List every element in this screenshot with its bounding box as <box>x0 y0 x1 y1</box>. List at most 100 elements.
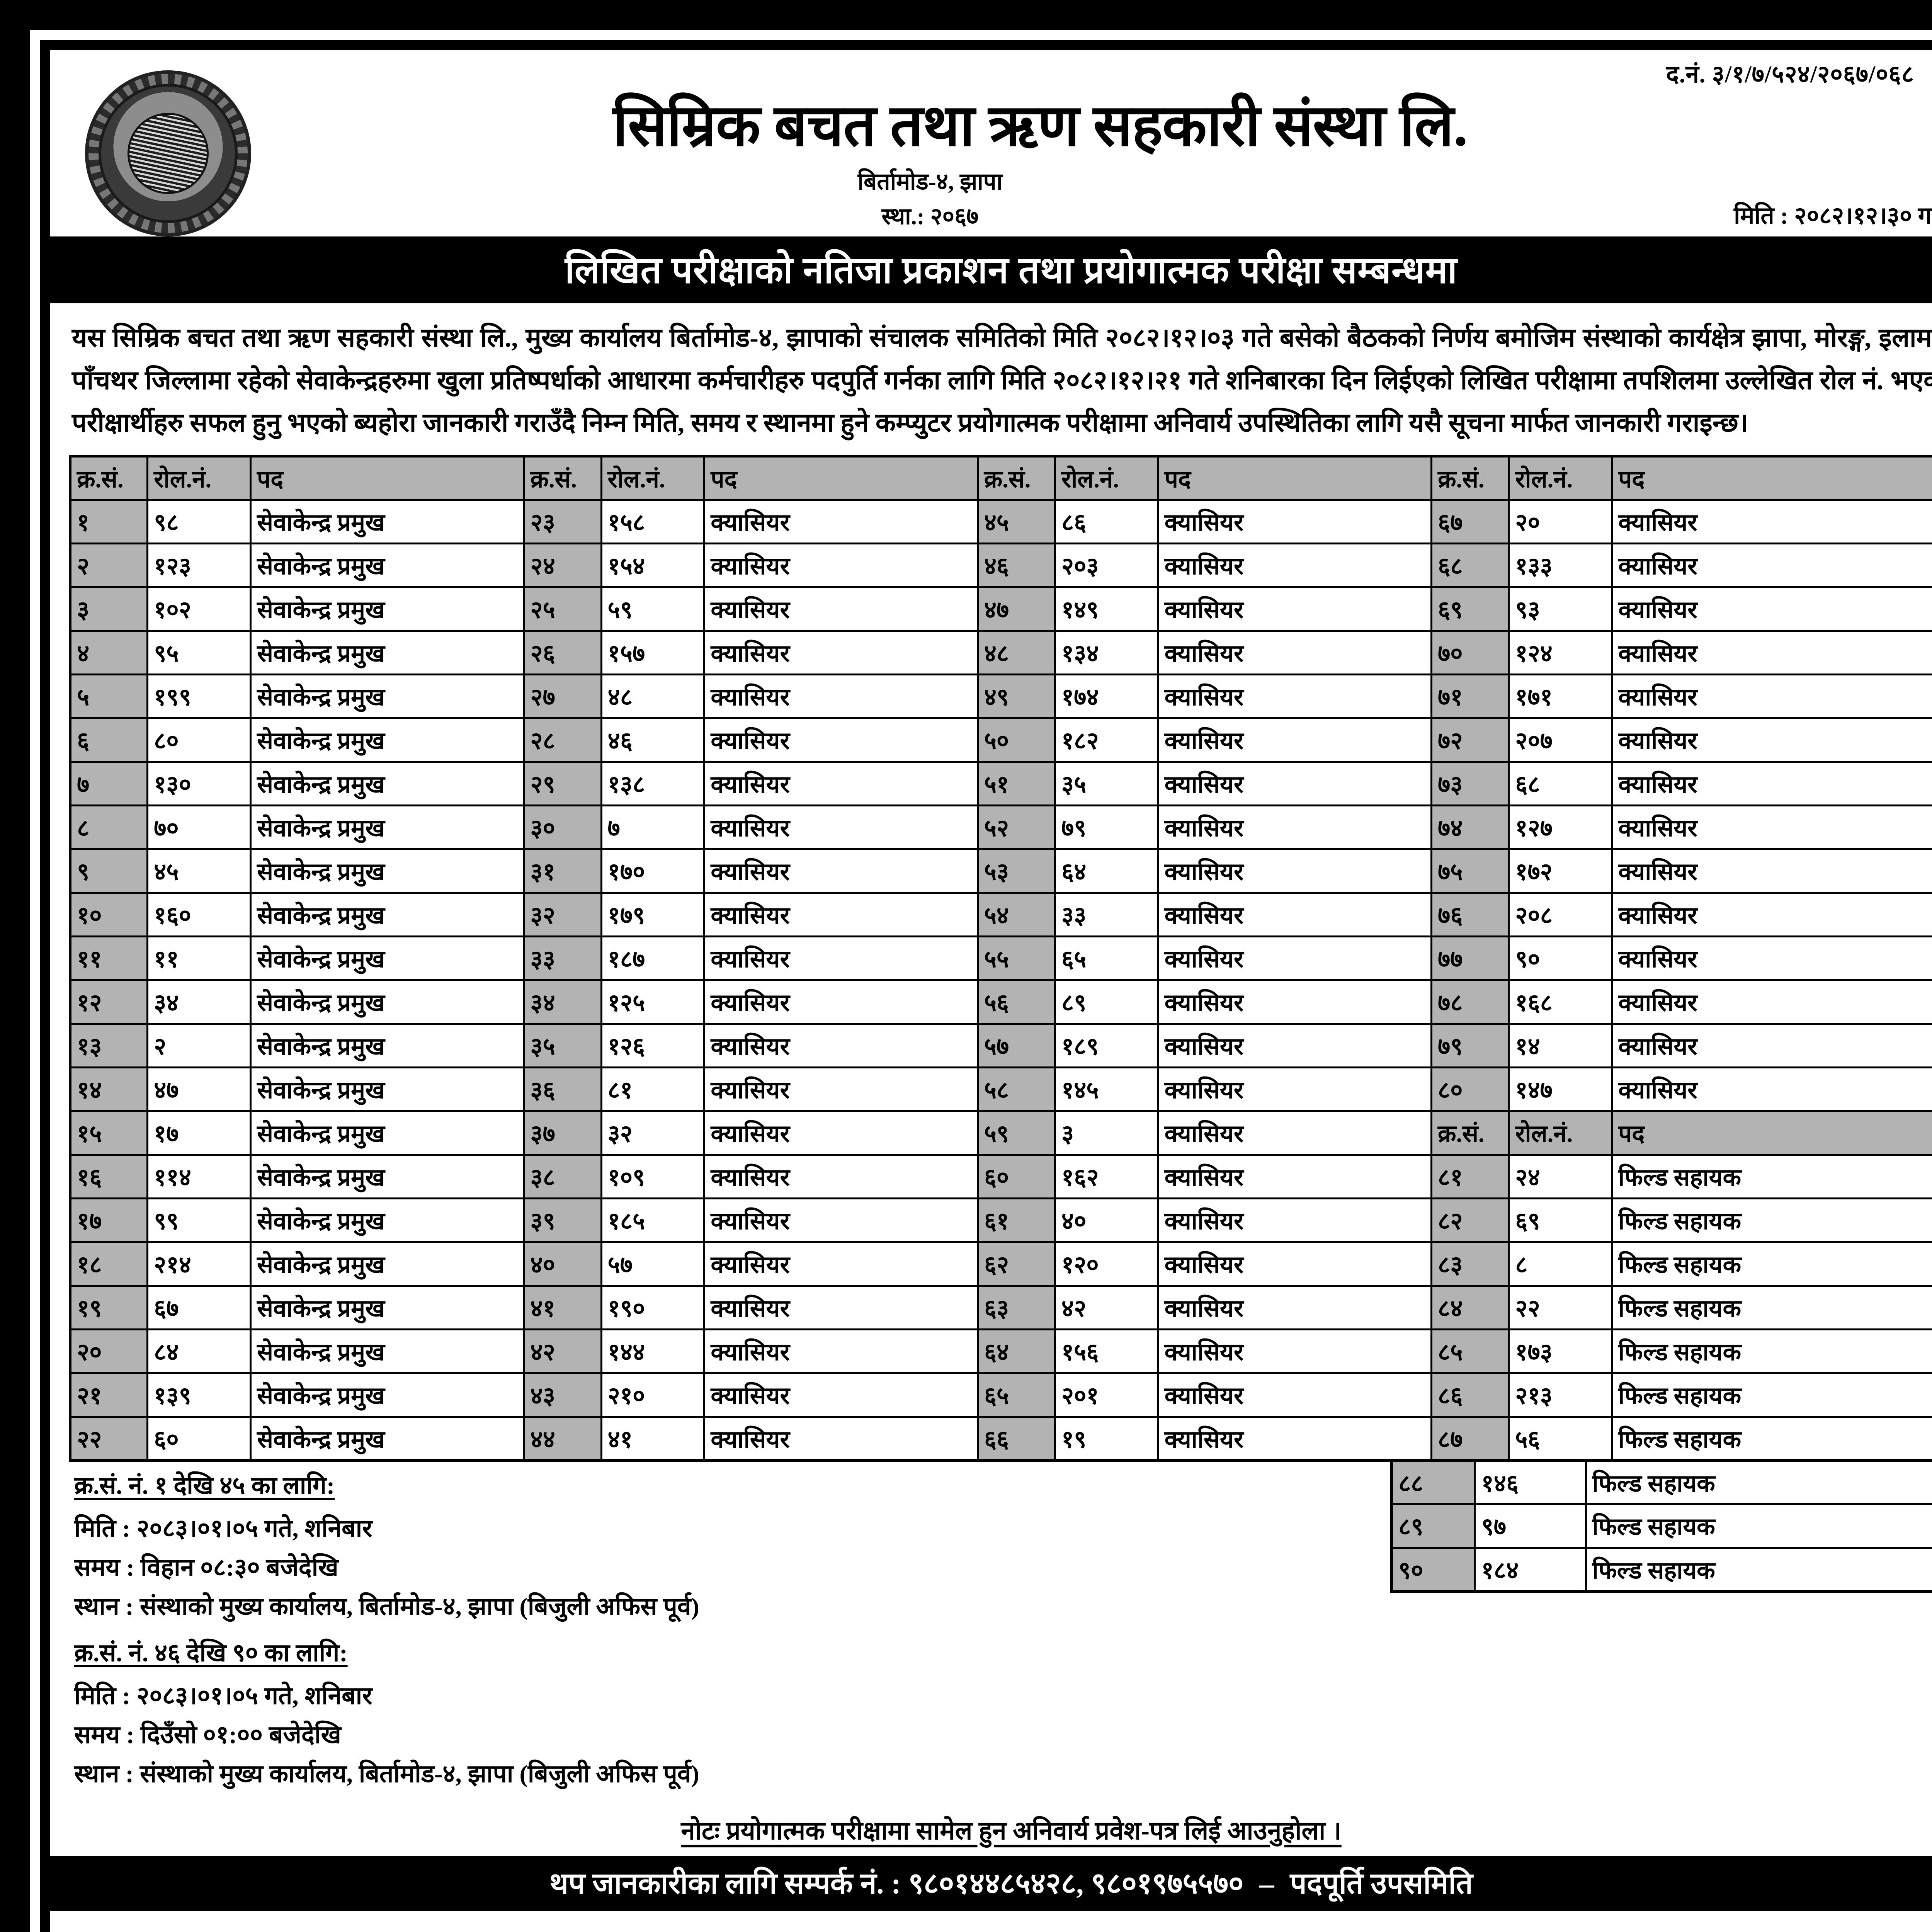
table-row: १८ २१४ सेवाकेन्द्र प्रमुख ४० ५७ क्यासियर ६२ १२०… <box>69 1241 1932 1287</box>
schedule-group-1-title: क्र.सं. नं. १ देखि ४५ का लागि: <box>74 1472 335 1500</box>
row-18-roll-2: ५७ <box>600 1241 706 1287</box>
row-9-post-2: क्यासियर <box>703 848 979 894</box>
row-22-roll-4: ५६ <box>1508 1416 1613 1462</box>
row-13-sn-1: १३ <box>69 1023 149 1069</box>
row-16-sn-4: ८१ <box>1430 1154 1510 1200</box>
header-roll-4: रोल.नं. <box>1508 455 1613 501</box>
row-9-sn-1: ९ <box>69 848 149 894</box>
row-9-sn-3: ५३ <box>976 848 1056 894</box>
row-16-sn-1: १६ <box>69 1154 149 1200</box>
row-13-post-1: सेवाकेन्द्र प्रमुख <box>250 1023 525 1069</box>
document-number: द.नं. ३/१/७/५२४/२०६७/०६८ <box>1666 61 1914 88</box>
row-18-roll-4: ८ <box>1508 1241 1613 1287</box>
row-17-sn-2: ३९ <box>523 1197 602 1243</box>
row-3-post-3: क्यासियर <box>1157 586 1433 632</box>
row-13-roll-4: १४ <box>1508 1023 1613 1069</box>
table-row: ३ १०२ सेवाकेन्द्र प्रमुख २५ ५९ क्यासियर ४७ १४९ क… <box>69 586 1932 632</box>
row-3-roll-3: १४९ <box>1054 586 1159 632</box>
row-4-sn-2: २६ <box>523 630 602 676</box>
row-13-sn-2: ३५ <box>523 1023 602 1069</box>
organization-established: स्था.: २०६७ <box>881 204 979 229</box>
row-9-sn-4: ७५ <box>1430 848 1510 894</box>
footer-signature: पदपूर्ति उपसमिति <box>1290 1867 1473 1900</box>
row-7-sn-1: ७ <box>69 761 149 807</box>
row-8-sn-3: ५२ <box>976 804 1056 850</box>
row-15-sn-2: ३७ <box>523 1110 602 1156</box>
schedule-group-2-time: समय : दिउँसो ०१:०० बजेदेखि <box>74 1721 341 1748</box>
row-9-sn-2: ३१ <box>523 848 602 894</box>
row-14-roll-4: १४७ <box>1508 1066 1613 1112</box>
tail-table-body: ८८ १४६ फिल्ड सहायक ८९ ९७ फिल्ड सहायक ९० १८४ फिल्… <box>1390 1459 1932 1593</box>
row-8-sn-2: ३० <box>523 804 602 850</box>
row-18-roll-1: २१४ <box>146 1241 252 1287</box>
seal-core <box>128 113 209 194</box>
row-7-post-3: क्यासियर <box>1157 761 1433 807</box>
contact-phone-1[interactable]: ९८०१४४८५४२८ <box>908 1867 1077 1900</box>
row-20-roll-4: १७३ <box>1508 1328 1613 1374</box>
row-8-post-4: क्यासियर <box>1611 804 1932 850</box>
row-20-roll-2: १४४ <box>600 1328 706 1374</box>
row-20-sn-1: २० <box>69 1328 149 1374</box>
document-date: मिति : २०८२।१२।३० गते <box>1734 203 1932 229</box>
tail-table-wrapper: ८८ १४६ फिल्ड सहायक ८९ ९७ फिल्ड सहायक ९० १८४ फिल्… <box>1390 1459 1932 1802</box>
row-5-roll-1: १९९ <box>146 673 252 719</box>
row-10-post-3: क्यासियर <box>1157 892 1433 938</box>
table-row: १६ ११४ सेवाकेन्द्र प्रमुख ३८ १०९ क्यासियर ६० १६… <box>69 1154 1932 1200</box>
table-row: १७ ९९ सेवाकेन्द्र प्रमुख ३९ १८५ क्यासियर ६१ ४० क… <box>69 1197 1932 1243</box>
row-10-post-4: क्यासियर <box>1611 892 1932 938</box>
row-16-roll-3: १६२ <box>1054 1154 1159 1200</box>
row-7-roll-3: ३५ <box>1054 761 1159 807</box>
results-table: क्र.सं. रोल.नं. पद क्र.सं. रोल.नं. पद क्… <box>69 455 1932 1462</box>
row-17-post-4: फिल्ड सहायक <box>1611 1197 1932 1243</box>
row-21-roll-4: २१३ <box>1508 1372 1613 1418</box>
header-sn-4b: क्र.सं. <box>1430 1110 1510 1156</box>
row-7-sn-3: ५१ <box>976 761 1056 807</box>
row-9-roll-4: १७२ <box>1508 848 1613 894</box>
header-post-1: पद <box>250 455 525 501</box>
schedule-group-2-date: मिति : २०८३।०१।०५ गते, शनिबार <box>74 1682 372 1710</box>
table-row: १२ ३४ सेवाकेन्द्र प्रमुख ३४ १२५ क्यासियर ५६ ८९ क… <box>69 979 1932 1025</box>
row-22-sn-3: ६६ <box>976 1416 1056 1462</box>
row-4-post-1: सेवाकेन्द्र प्रमुख <box>250 630 525 676</box>
row-21-post-2: क्यासियर <box>703 1372 979 1418</box>
tail-row-3-roll: १८४ <box>1474 1547 1587 1593</box>
row-5-sn-2: २७ <box>523 673 602 719</box>
row-3-post-1: सेवाकेन्द्र प्रमुख <box>250 586 525 632</box>
row-18-sn-2: ४० <box>523 1241 602 1287</box>
row-11-roll-2: १८७ <box>600 935 706 981</box>
row-19-post-2: क्यासियर <box>703 1285 979 1331</box>
row-1-post-2: क्यासियर <box>703 499 979 545</box>
row-9-roll-2: १७० <box>600 848 706 894</box>
notice-title: लिखित परीक्षाको नतिजा प्रकाशन तथा प्रयोग… <box>50 236 1932 303</box>
table-row: १ ९८ सेवाकेन्द्र प्रमुख २३ १५८ क्यासियर ४५ ८६ क्… <box>69 499 1932 545</box>
contact-phone-2[interactable]: ९८०१९७५५७० <box>1091 1867 1244 1900</box>
row-2-roll-2: १५४ <box>600 543 706 588</box>
row-12-roll-4: १६८ <box>1508 979 1613 1025</box>
tail-row-2-sn: ८९ <box>1390 1503 1476 1549</box>
row-18-post-3: क्यासियर <box>1157 1241 1433 1287</box>
tail-row-2-post: फिल्ड सहायक <box>1585 1503 1932 1549</box>
row-18-post-2: क्यासियर <box>703 1241 979 1287</box>
row-12-roll-1: ३४ <box>146 979 252 1025</box>
table-row: ८ ७० सेवाकेन्द्र प्रमुख ३० ७ क्यासियर ५२ ७९ क्या… <box>69 804 1932 850</box>
row-7-roll-1: १३० <box>146 761 252 807</box>
row-14-post-1: सेवाकेन्द्र प्रमुख <box>250 1066 525 1112</box>
row-8-post-1: सेवाकेन्द्र प्रमुख <box>250 804 525 850</box>
notice-body-paragraph: यस सिम्रिक बचत तथा ऋण सहकारी संस्था लि.,… <box>72 323 1932 438</box>
row-19-post-1: सेवाकेन्द्र प्रमुख <box>250 1285 525 1331</box>
row-15-roll-2: ३२ <box>600 1110 706 1156</box>
row-3-sn-4: ६९ <box>1430 586 1510 632</box>
row-6-roll-3: १८२ <box>1054 717 1159 763</box>
row-21-sn-2: ४३ <box>523 1372 602 1418</box>
row-4-roll-1: ९५ <box>146 630 252 676</box>
row-5-sn-1: ५ <box>69 673 149 719</box>
row-13-post-4: क्यासियर <box>1611 1023 1932 1069</box>
row-10-roll-2: १७९ <box>600 892 706 938</box>
row-15-post-1: सेवाकेन्द्र प्रमुख <box>250 1110 525 1156</box>
row-10-sn-2: ३२ <box>523 892 602 938</box>
row-1-roll-3: ८६ <box>1054 499 1159 545</box>
row-3-post-2: क्यासियर <box>703 586 979 632</box>
row-10-sn-3: ५४ <box>976 892 1056 938</box>
tail-table-row: ९० १८४ फिल्ड सहायक <box>1390 1547 1932 1593</box>
row-14-sn-4: ८० <box>1430 1066 1510 1112</box>
